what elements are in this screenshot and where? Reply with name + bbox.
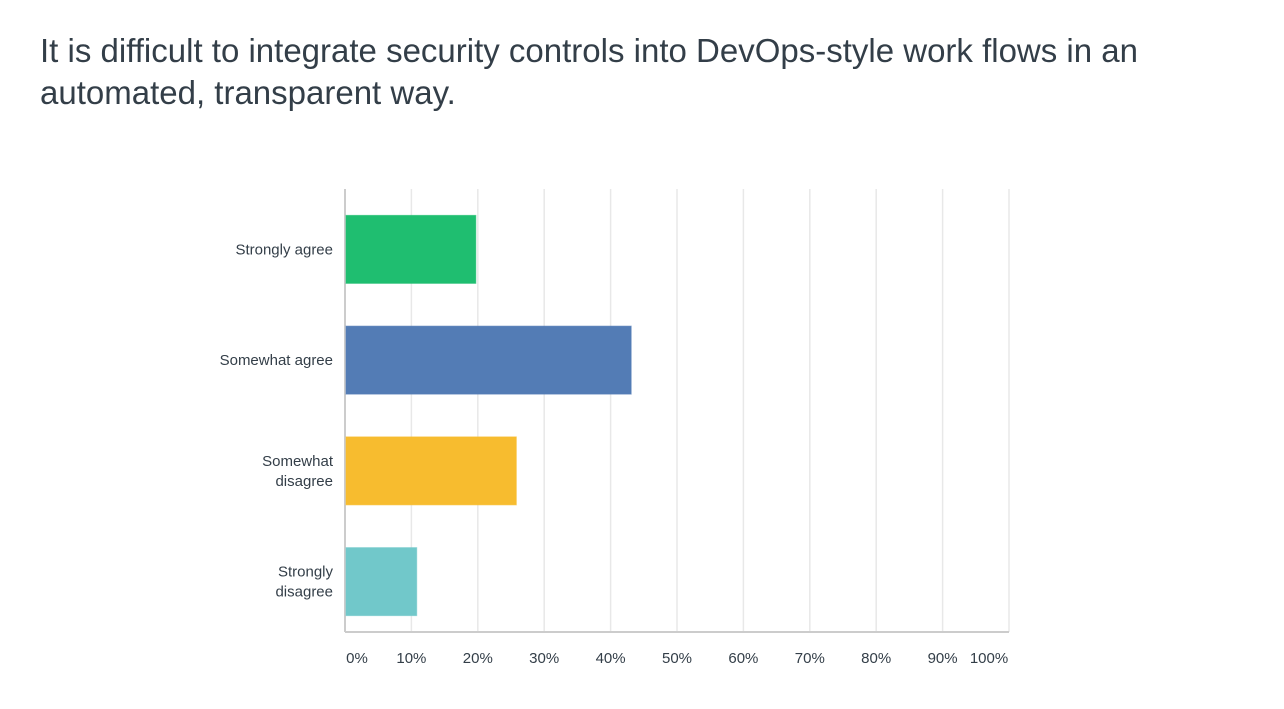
category-label: Strongly agree <box>235 241 333 258</box>
x-tick-label: 100% <box>970 650 1008 667</box>
x-tick-label: 60% <box>728 650 758 667</box>
bar <box>345 214 477 284</box>
category-label: Strongly disagree <box>275 564 333 601</box>
x-tick-label: 50% <box>662 650 692 667</box>
x-tick-label: 30% <box>529 650 559 667</box>
category-label: Somewhat agree <box>220 352 333 369</box>
bar <box>345 436 517 506</box>
x-tick-label: 80% <box>861 650 891 667</box>
x-tick-label: 0% <box>346 650 368 667</box>
x-tick-label: 70% <box>795 650 825 667</box>
x-tick-label: 20% <box>463 650 493 667</box>
bar <box>345 325 632 395</box>
bar <box>345 547 418 617</box>
x-tick-label: 40% <box>596 650 626 667</box>
chart-title: It is difficult to integrate security co… <box>40 32 1138 111</box>
x-tick-label: 90% <box>928 650 958 667</box>
category-label: Somewhat disagree <box>262 453 334 490</box>
x-tick-label: 10% <box>396 650 426 667</box>
